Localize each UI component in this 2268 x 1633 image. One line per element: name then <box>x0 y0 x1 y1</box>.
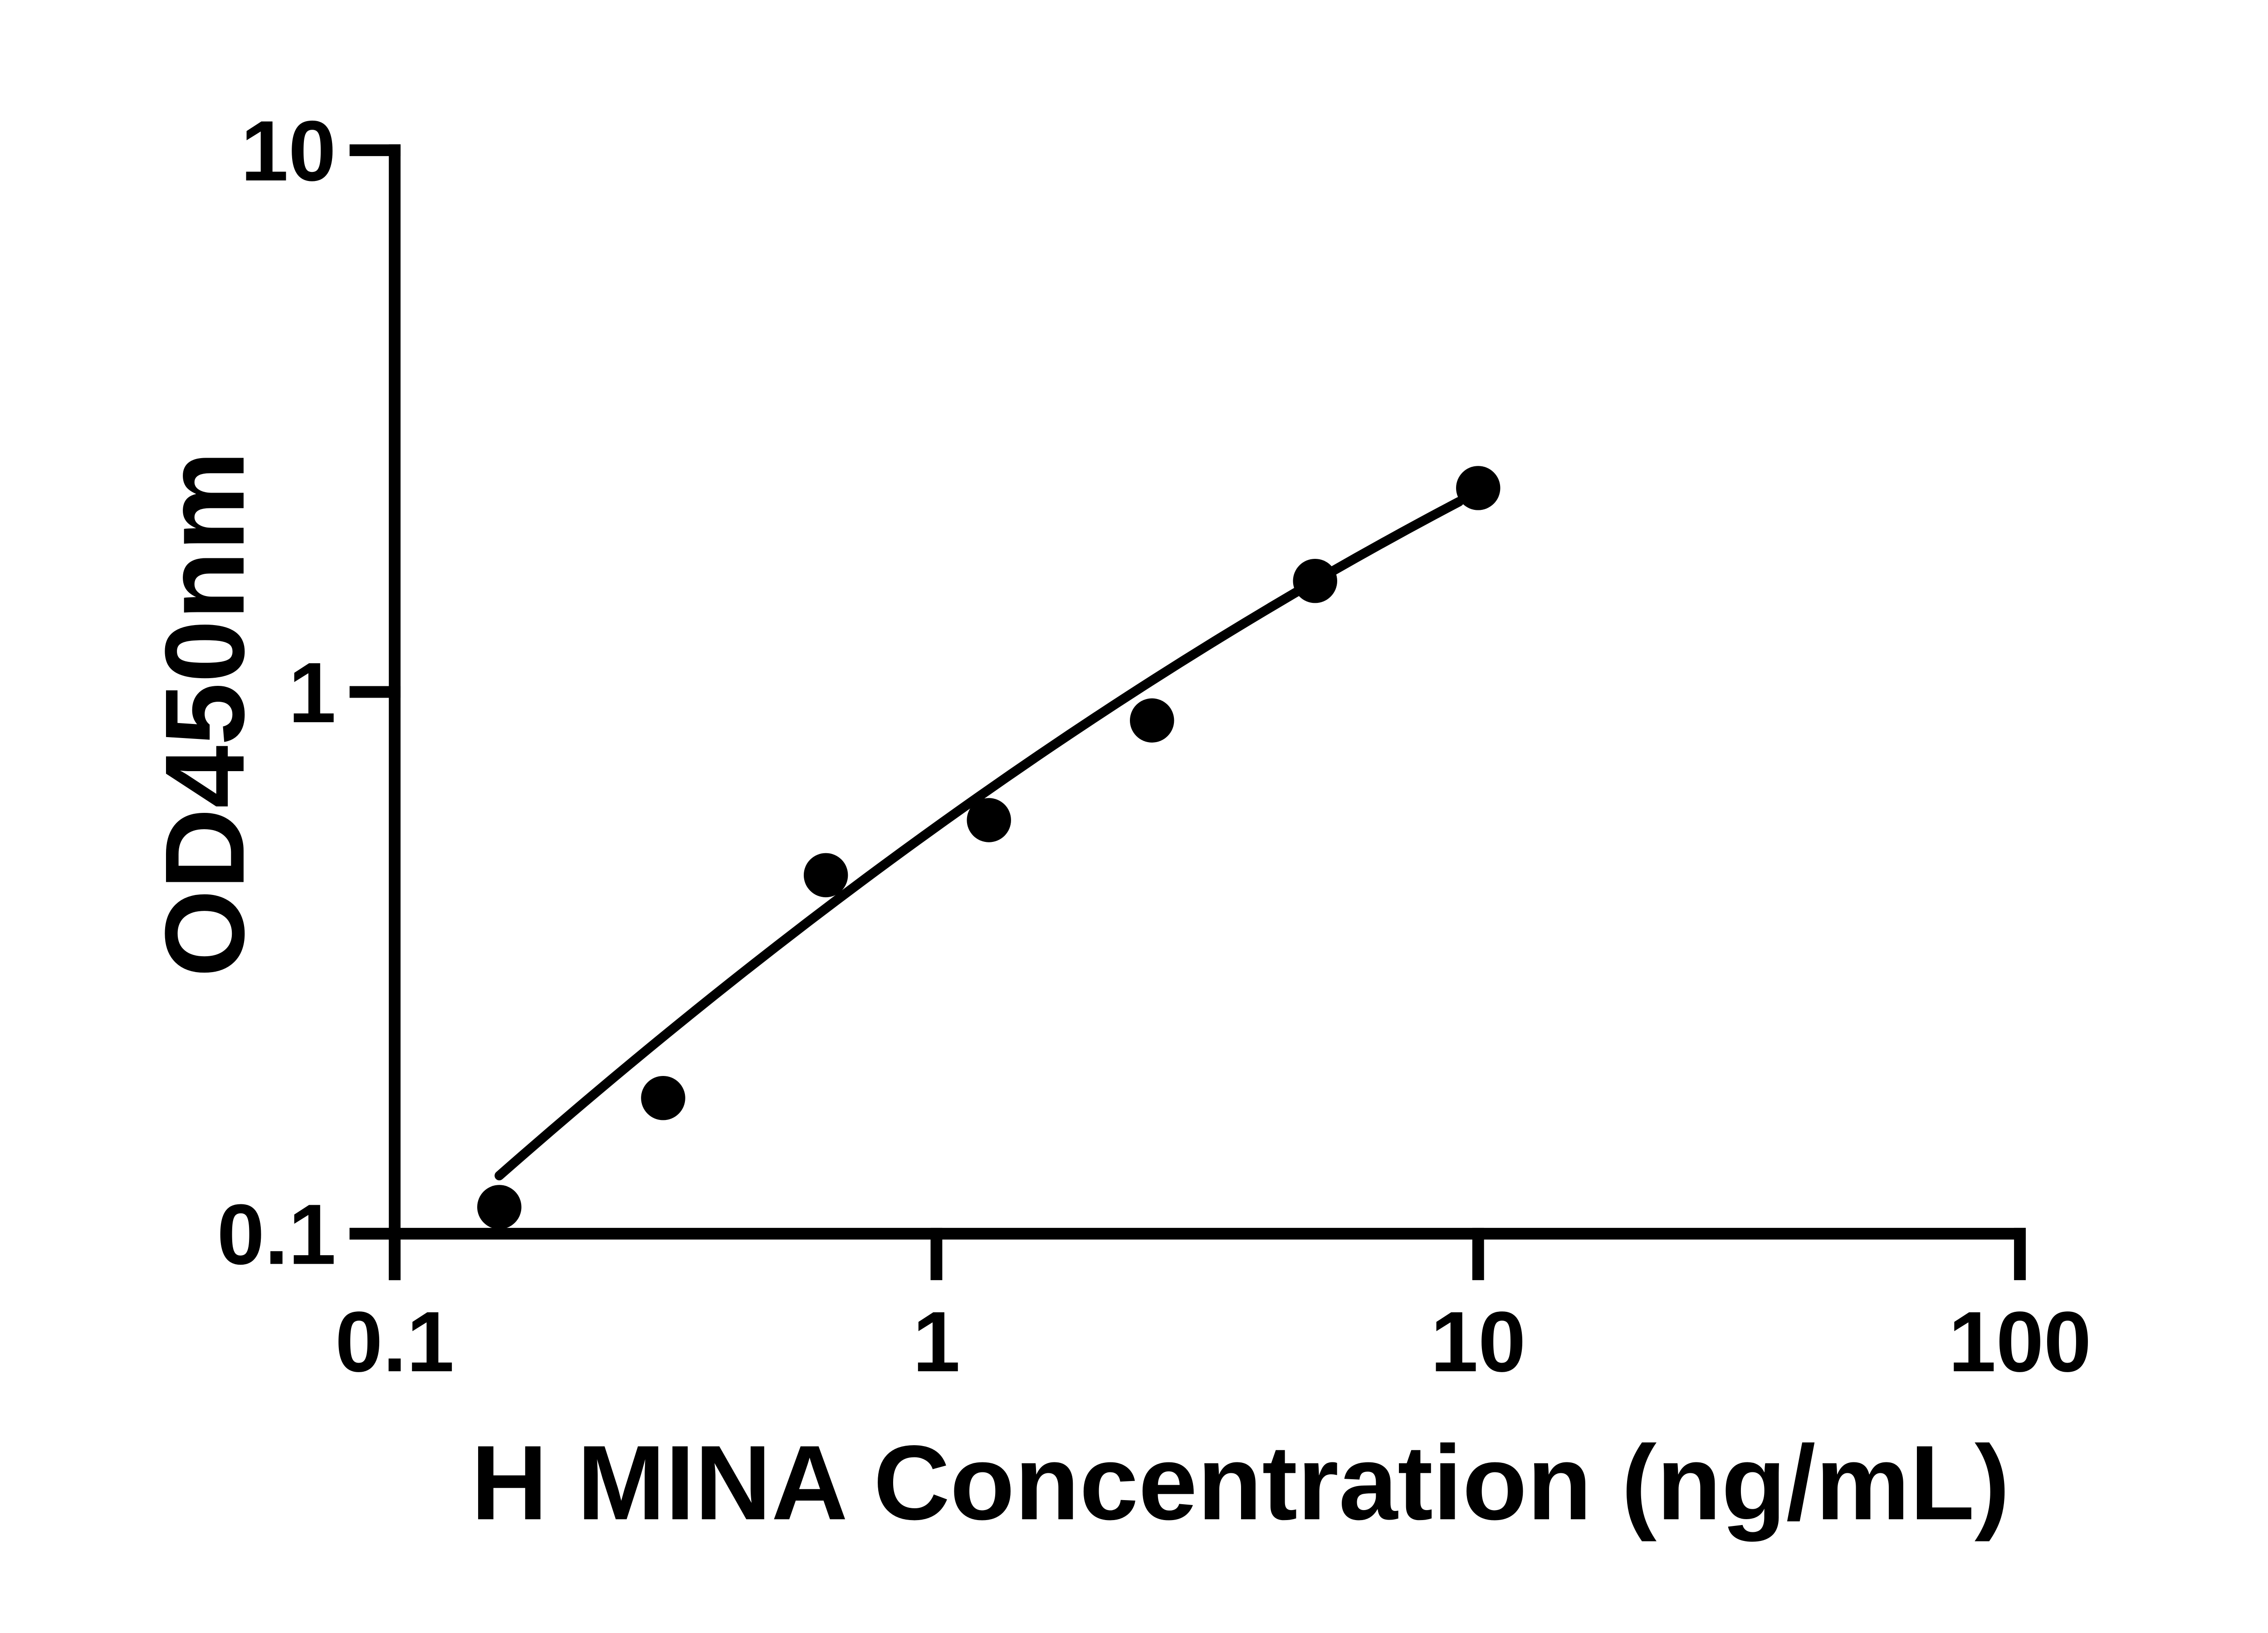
data-point-x0.313 <box>641 1076 685 1120</box>
tick-labels: 0.1 1 10 100 0.1 1 10 <box>217 103 2091 1390</box>
data-point-x1.25 <box>967 798 1011 842</box>
axes <box>349 144 2026 1281</box>
y-axis-title: OD450nm <box>142 451 268 978</box>
x-tick-label-10: 10 <box>1431 1294 1526 1390</box>
data-point-x10 <box>1456 466 1501 510</box>
tick-marks <box>349 144 2026 1281</box>
x-axis-title: H MINA Concentration (ng/mL) <box>471 1423 2009 1542</box>
fit-line <box>494 497 1464 1181</box>
plot-area <box>477 466 1501 1229</box>
y-tick-label-10: 10 <box>241 103 336 199</box>
x-tick-label-1: 1 <box>913 1294 960 1390</box>
y-tick-label-0.1: 0.1 <box>217 1187 336 1282</box>
data-point-x2.5 <box>1129 698 1174 743</box>
y-tick-label-1: 1 <box>288 645 336 741</box>
data-point-x0.625 <box>803 853 848 898</box>
data-point-x0.156 <box>477 1185 522 1229</box>
x-tick-label-0.1: 0.1 <box>335 1294 455 1390</box>
x-tick-label-100: 100 <box>1948 1294 2091 1390</box>
